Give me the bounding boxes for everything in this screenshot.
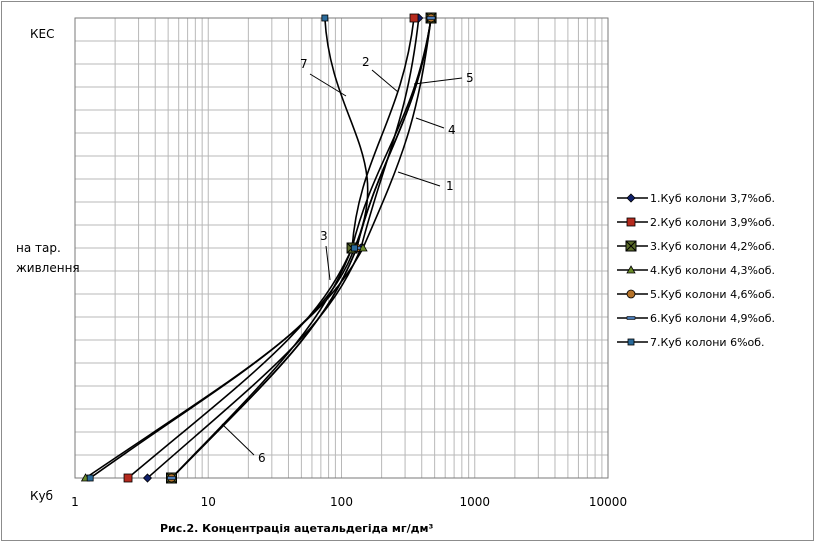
x-tick-label: 100 — [330, 495, 353, 509]
marker-series-1 — [142, 473, 153, 483]
marker-series-6 — [426, 16, 436, 20]
y-label-top: КЕС — [30, 27, 54, 41]
annotation-leader — [371, 69, 399, 93]
y-axis: КЕС на тар. живлення Куб — [16, 27, 80, 503]
legend: 1.Куб колони 3,7%об. 2.Куб колони 3,9%об.… — [617, 192, 775, 349]
x-tick-label: 10 — [201, 495, 216, 509]
chart-title: Рис.2. Концентрація ацетальдегіда мг/дм³ — [160, 522, 433, 535]
marker-series-2 — [123, 473, 133, 483]
annotation-leader — [325, 245, 331, 281]
legend-marker — [626, 193, 636, 203]
annotation-label-1: 1 — [446, 179, 454, 193]
legend-entry-5: 5.Куб колони 4,6%об. — [650, 288, 775, 301]
x-tick-label: 1000 — [459, 495, 490, 509]
marker-series-2 — [409, 13, 419, 23]
plot-border — [74, 17, 609, 479]
legend-entry-1: 1.Куб колони 3,7%об. — [650, 192, 775, 205]
legend-marker — [626, 316, 636, 320]
annotation-label-3: 3 — [320, 229, 328, 243]
legend-marker — [626, 289, 636, 299]
legend-entry-4: 4.Куб колони 4,3%об. — [650, 264, 775, 277]
x-tick-label: 10000 — [589, 495, 627, 509]
y-label-mid-1: на тар. — [16, 241, 61, 255]
marker-series-6 — [167, 476, 176, 480]
legend-entry-7: 7.Куб колони 6%об. — [650, 336, 765, 349]
annotation-leader — [221, 423, 255, 456]
legend-entry-2: 2.Куб колони 3,9%об. — [650, 216, 775, 229]
annotation-label-4: 4 — [448, 123, 456, 137]
legend-marker — [626, 217, 636, 227]
series-line-7 — [89, 17, 369, 479]
legend-marker — [626, 265, 636, 274]
plot-area — [74, 17, 609, 479]
annotation-leader — [413, 77, 463, 85]
marker-series-7 — [351, 244, 358, 252]
y-label-bottom: Куб — [30, 489, 53, 503]
annotation-label-2: 2 — [362, 55, 370, 69]
annotation-leader — [397, 171, 441, 187]
annotations: 1 2 3 4 5 6 7 — [221, 55, 474, 465]
annotation-label-5: 5 — [466, 71, 474, 85]
annotation-leader — [415, 117, 445, 129]
legend-marker — [625, 240, 637, 252]
grid — [74, 17, 608, 479]
x-axis: 1 10 100 1000 10000 — [71, 495, 627, 509]
x-tick-label: 1 — [71, 495, 79, 509]
marker-series-7 — [86, 474, 94, 482]
legend-entry-3: 3.Куб колони 4,2%об. — [650, 240, 775, 253]
series-markers — [80, 12, 437, 484]
legend-marker — [627, 338, 635, 346]
annotation-label-6: 6 — [258, 451, 266, 465]
annotation-label-7: 7 — [300, 57, 308, 71]
y-label-mid-2: живлення — [16, 261, 80, 275]
marker-series-7 — [321, 14, 329, 22]
annotation-leader — [309, 73, 347, 97]
legend-entry-6: 6.Куб колони 4,9%об. — [650, 312, 775, 325]
